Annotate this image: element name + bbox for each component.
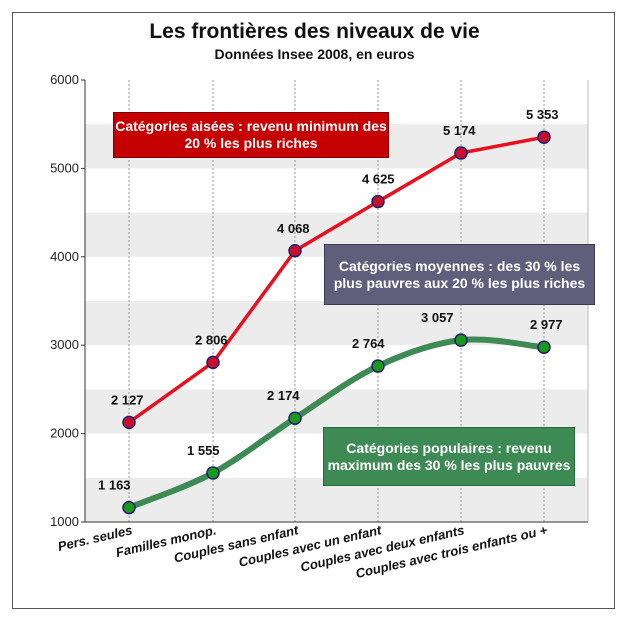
data-point (537, 130, 551, 144)
data-point (454, 146, 468, 160)
data-label: 2 174 (267, 388, 300, 403)
data-point (288, 411, 302, 425)
annotation-populaires: Catégories populaires : revenu maximum d… (323, 427, 575, 486)
data-label: 2 764 (352, 336, 385, 351)
series-line-aisees (127, 135, 545, 424)
data-label: 3 057 (421, 310, 454, 325)
grid-band (85, 301, 588, 346)
data-label: 1 555 (187, 443, 220, 458)
y-tick-label: 3000 (50, 337, 79, 352)
chart-title: Les frontières des niveaux de vie (149, 20, 480, 43)
data-point (122, 415, 136, 430)
data-label: 4 068 (277, 221, 310, 236)
annotation-aisees: Catégories aisées : revenu minimum des 2… (113, 112, 389, 158)
series-line-populaires (126, 336, 547, 511)
data-label: 2 977 (530, 317, 563, 332)
y-tick-label: 4000 (50, 249, 79, 264)
y-tick-label: 6000 (50, 72, 79, 87)
annotation-moyennes: Catégories moyennes : des 30 % les plus … (324, 244, 595, 305)
data-label: 1 163 (98, 478, 131, 493)
data-label: 2 806 (195, 332, 228, 347)
data-label: 2 127 (111, 392, 144, 407)
data-point (371, 194, 385, 209)
data-point (206, 466, 220, 480)
data-point (537, 340, 551, 354)
data-point (454, 333, 468, 347)
y-tick-label: 5000 (50, 160, 79, 175)
grid-band (85, 389, 588, 434)
data-label: 4 625 (362, 172, 395, 187)
data-point (371, 359, 385, 373)
data-point (122, 500, 136, 515)
data-label: 5 353 (526, 107, 559, 122)
chart-subtitle: Données Insee 2008, en euros (214, 46, 415, 62)
data-label: 5 174 (443, 123, 476, 138)
data-point (206, 355, 220, 370)
y-tick-label: 1000 (50, 514, 79, 529)
data-point (288, 244, 302, 258)
y-tick-label: 2000 (50, 426, 79, 441)
